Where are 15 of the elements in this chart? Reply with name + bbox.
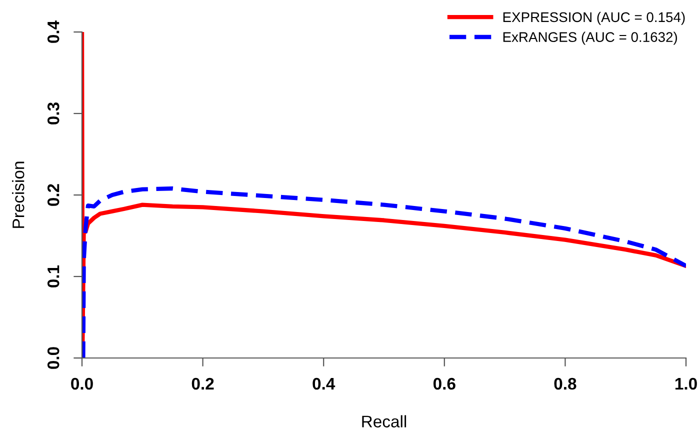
x-tick-label: 0.6 bbox=[433, 378, 456, 390]
y-tick-label: 0.4 bbox=[47, 20, 60, 43]
y-tick-label: 0.1 bbox=[47, 265, 60, 288]
x-tick-label: 1.0 bbox=[675, 378, 697, 390]
x-tick-label: 0.8 bbox=[554, 378, 576, 390]
y-axis-title: Precision bbox=[12, 162, 24, 228]
x-axis-title: Recall bbox=[362, 415, 406, 428]
legend-label: ExRANGES (AUC = 0.1632) bbox=[503, 32, 677, 45]
legend-label: EXPRESSION (AUC = 0.154) bbox=[503, 12, 685, 25]
y-tick-label: 0.0 bbox=[47, 347, 60, 369]
y-tick-label: 0.3 bbox=[47, 102, 60, 124]
x-tick-label: 0.0 bbox=[71, 378, 93, 390]
x-tick-label: 0.4 bbox=[312, 378, 336, 390]
y-tick-label: 0.2 bbox=[47, 184, 60, 206]
x-tick-label: 0.2 bbox=[192, 378, 214, 390]
